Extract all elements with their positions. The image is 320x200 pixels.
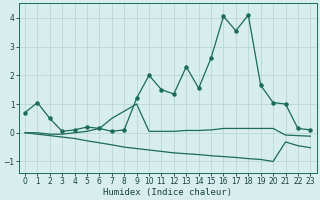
X-axis label: Humidex (Indice chaleur): Humidex (Indice chaleur)	[103, 188, 232, 197]
